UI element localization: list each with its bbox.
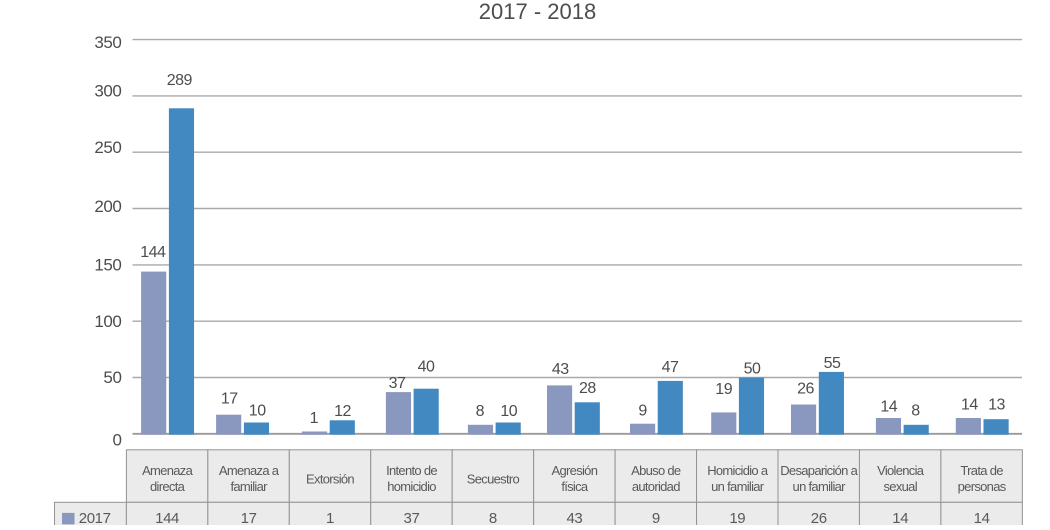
svg-text:8: 8 [476,403,485,420]
svg-text:12: 12 [334,403,351,420]
svg-text:Abuso de: Abuso de [631,463,681,478]
svg-text:Extorsión: Extorsión [306,472,354,487]
svg-text:13: 13 [988,397,1005,414]
svg-text:17: 17 [221,391,238,408]
svg-text:10: 10 [500,403,517,420]
svg-text:144: 144 [155,510,179,525]
svg-text:300: 300 [94,82,121,101]
svg-text:familiar: familiar [230,479,268,494]
svg-text:2017 - 2018: 2017 - 2018 [479,0,596,24]
svg-text:40: 40 [418,358,435,375]
svg-text:50: 50 [103,368,121,387]
svg-text:17: 17 [241,510,257,525]
svg-text:un familiar: un familiar [793,479,847,494]
svg-text:28: 28 [579,380,596,397]
svg-text:9: 9 [652,510,660,525]
svg-text:350: 350 [94,33,121,52]
svg-text:55: 55 [824,355,841,372]
svg-text:10: 10 [249,403,266,420]
svg-text:Desaparición a: Desaparición a [780,463,858,478]
svg-text:Agresión: Agresión [552,463,598,478]
svg-text:directa: directa [150,479,186,494]
svg-text:1: 1 [310,410,319,427]
svg-text:Trata de: Trata de [960,463,1003,478]
svg-text:43: 43 [566,510,582,525]
svg-text:2017: 2017 [79,510,111,525]
svg-text:9: 9 [638,403,647,420]
svg-text:Secuestro: Secuestro [467,472,520,487]
svg-text:8: 8 [911,403,920,420]
svg-text:homicidio: homicidio [387,479,436,494]
svg-text:0: 0 [112,430,121,449]
svg-text:sexual: sexual [884,479,918,494]
svg-text:Amenaza a: Amenaza a [219,463,280,478]
svg-text:37: 37 [389,375,406,392]
svg-text:Intento de: Intento de [386,463,437,478]
svg-text:14: 14 [961,397,978,414]
svg-text:47: 47 [662,359,679,376]
svg-text:250: 250 [94,138,121,157]
svg-text:14: 14 [892,510,908,525]
svg-text:50: 50 [744,361,761,378]
svg-text:física: física [561,479,589,494]
svg-text:100: 100 [94,312,121,331]
svg-text:Violencia: Violencia [877,463,925,478]
svg-text:autoridad: autoridad [632,479,680,494]
svg-text:200: 200 [94,197,121,216]
svg-text:26: 26 [797,381,814,398]
svg-text:144: 144 [140,244,166,261]
svg-text:43: 43 [552,361,569,378]
svg-text:14: 14 [880,398,897,415]
svg-text:un familiar: un familiar [711,479,765,494]
svg-text:19: 19 [729,510,745,525]
svg-text:personas: personas [958,479,1007,494]
svg-text:1: 1 [326,510,334,525]
svg-text:8: 8 [489,510,497,525]
svg-text:26: 26 [811,510,827,525]
svg-text:Amenaza: Amenaza [142,463,193,478]
svg-text:289: 289 [167,72,193,89]
svg-text:14: 14 [974,510,990,525]
svg-text:Homicidio a: Homicidio a [707,463,769,478]
svg-text:37: 37 [404,510,420,525]
svg-text:19: 19 [715,381,732,398]
svg-text:150: 150 [94,256,121,275]
